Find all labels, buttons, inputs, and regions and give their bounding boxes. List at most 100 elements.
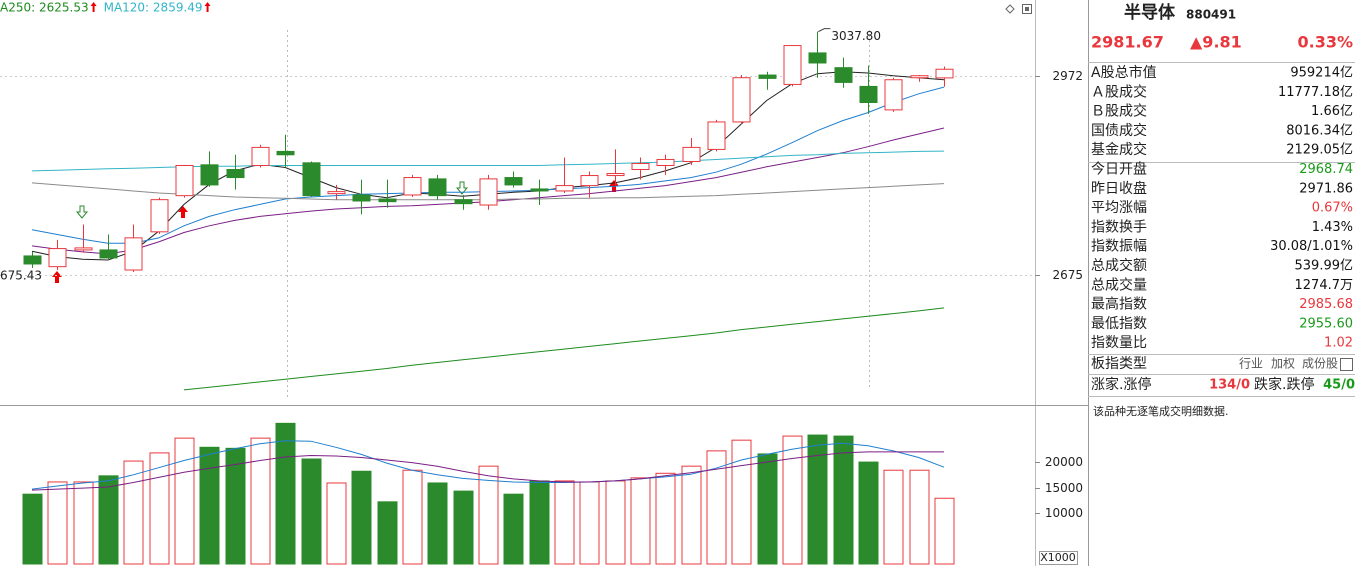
volume-bar: [123, 460, 144, 565]
row-label: 今日开盘: [1091, 161, 1147, 178]
row-label: 昨日收盘: [1091, 180, 1147, 197]
row-value: 11777.18亿: [1278, 85, 1353, 100]
legend-entry: MA120: 2859.49: [104, 1, 203, 15]
volume-bar: [174, 437, 195, 565]
candle-body: [682, 146, 701, 162]
row-value: 959214亿: [1290, 66, 1353, 81]
row-label: 指数换手: [1091, 218, 1147, 235]
row-value: 1.02: [1324, 336, 1353, 351]
high-label: 3037.80: [831, 29, 881, 43]
stock-name: 半导体: [1124, 2, 1176, 23]
volume-bar: [529, 480, 550, 565]
candle-body: [454, 199, 473, 205]
change-pct: 0.33%: [1297, 33, 1353, 52]
breadth-value: 45/0: [1323, 378, 1355, 393]
volume-bar: [478, 465, 499, 565]
y-tick-label: 20000: [1045, 455, 1083, 469]
candle-body: [124, 237, 143, 271]
volume-bar: [554, 480, 575, 565]
candle-body: [175, 164, 194, 197]
row-value: 30.08/1.01%: [1270, 239, 1353, 254]
high-pointer: [818, 28, 831, 33]
candle-body: [99, 249, 118, 259]
candle-body: [48, 248, 67, 268]
ma-line: [183, 307, 945, 391]
volume-bar: [427, 482, 448, 565]
breadth-label: 涨家.涨停: [1091, 376, 1151, 393]
volume-bar: [250, 437, 271, 565]
candle-body: [530, 188, 549, 192]
y-tick-label: 10000: [1045, 506, 1083, 520]
row-value: 1274.7万: [1295, 278, 1354, 293]
volume-bar: [706, 450, 727, 565]
row-label: 总成交额: [1091, 257, 1147, 274]
candle-body: [276, 150, 295, 156]
board-option[interactable]: 成份股: [1302, 357, 1338, 371]
legend-arrow: [90, 2, 97, 12]
volume-bar: [883, 469, 904, 565]
board-option[interactable]: 行业: [1239, 357, 1263, 371]
board-option[interactable]: 加权: [1271, 357, 1295, 371]
candle-body: [327, 191, 346, 195]
legend-entry: A250: 2625.53: [0, 1, 89, 15]
candle-body: [834, 67, 853, 83]
candle-body: [555, 185, 574, 192]
candle-body: [23, 255, 42, 265]
candle-body: [251, 146, 270, 166]
candle-body: [150, 199, 169, 233]
candle-body: [758, 74, 777, 79]
volume-bar: [579, 481, 600, 565]
volume-bar: [858, 461, 879, 565]
volume-bar: [22, 493, 43, 565]
volume-bar: [98, 475, 119, 565]
row-label: Ｂ股成交: [1091, 103, 1147, 120]
candle-body: [707, 121, 726, 150]
volume-bar: [909, 469, 930, 565]
volume-bar: [605, 480, 626, 565]
y-tick-label: 2675: [1052, 268, 1083, 282]
candle-body: [808, 52, 827, 64]
candle-body: [732, 77, 751, 123]
breadth-value: 134/0: [1209, 378, 1250, 393]
candle-body: [631, 162, 650, 171]
row-label: A股总市值: [1091, 64, 1157, 81]
volume-bar: [807, 434, 828, 565]
volume-bar: [934, 497, 955, 565]
board-label: 板指类型: [1091, 356, 1147, 372]
row-label: 指数量比: [1091, 335, 1147, 351]
row-value: 1.43%: [1312, 220, 1353, 235]
candle-body: [428, 178, 447, 197]
candle-body: [884, 79, 903, 111]
candle-body: [226, 169, 245, 179]
volume-bar: [149, 452, 170, 565]
low-label: 675.43: [0, 269, 42, 283]
row-value: 1.66亿: [1311, 104, 1353, 119]
candle-body: [302, 162, 321, 197]
row-label: 最高指数: [1091, 296, 1147, 313]
unit-label: X1000: [1040, 551, 1076, 564]
candle-body: [859, 85, 878, 104]
candle-body: [935, 68, 954, 79]
volume-bar: [377, 501, 398, 565]
row-label: 平均涨幅: [1091, 200, 1147, 216]
volume-bar: [301, 458, 322, 565]
candle-body: [606, 173, 625, 177]
volume-bar: [351, 470, 372, 565]
row-label: 总成交量: [1091, 276, 1147, 293]
row-value: 2968.74: [1299, 162, 1353, 177]
row-value: 2129.05亿: [1286, 143, 1353, 158]
volume-bar: [73, 481, 94, 565]
ma-line: [31, 440, 945, 490]
volume-bar: [782, 435, 803, 565]
legend-arrow: [204, 2, 211, 12]
volume-bar: [275, 422, 296, 565]
volume-bar: [757, 453, 778, 565]
row-value: 8016.34亿: [1286, 123, 1353, 138]
row-label: 指数振幅: [1091, 239, 1147, 255]
ma-line: [31, 150, 945, 172]
candle-body: [479, 178, 498, 206]
volume-bar: [681, 465, 702, 565]
volume-bar: [655, 472, 676, 565]
volume-bar: [503, 493, 524, 565]
